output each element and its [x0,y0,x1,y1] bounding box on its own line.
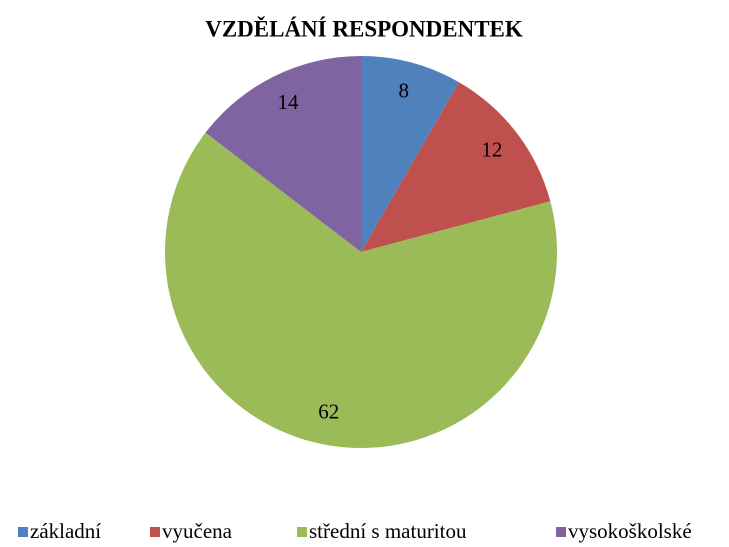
legend-label: základní [30,519,101,543]
legend-swatch [150,527,160,537]
data-label: 8 [398,78,409,102]
data-label: 14 [278,90,300,114]
data-label: 12 [481,137,502,161]
chart-title: VZDĚLÁNÍ RESPONDENTEK [205,15,523,41]
legend-label: střední s maturitou [309,519,467,543]
data-label: 62 [318,400,339,424]
pie-slice [361,56,459,252]
pie-slice [205,56,361,252]
pie-slice [164,132,557,449]
legend-label: vysokoškolské [568,519,692,543]
pie-slice [361,82,551,252]
legend-swatch [556,527,566,537]
legend-label: vyučena [162,519,233,543]
legend-swatch [18,527,28,537]
legend-swatch [297,527,307,537]
